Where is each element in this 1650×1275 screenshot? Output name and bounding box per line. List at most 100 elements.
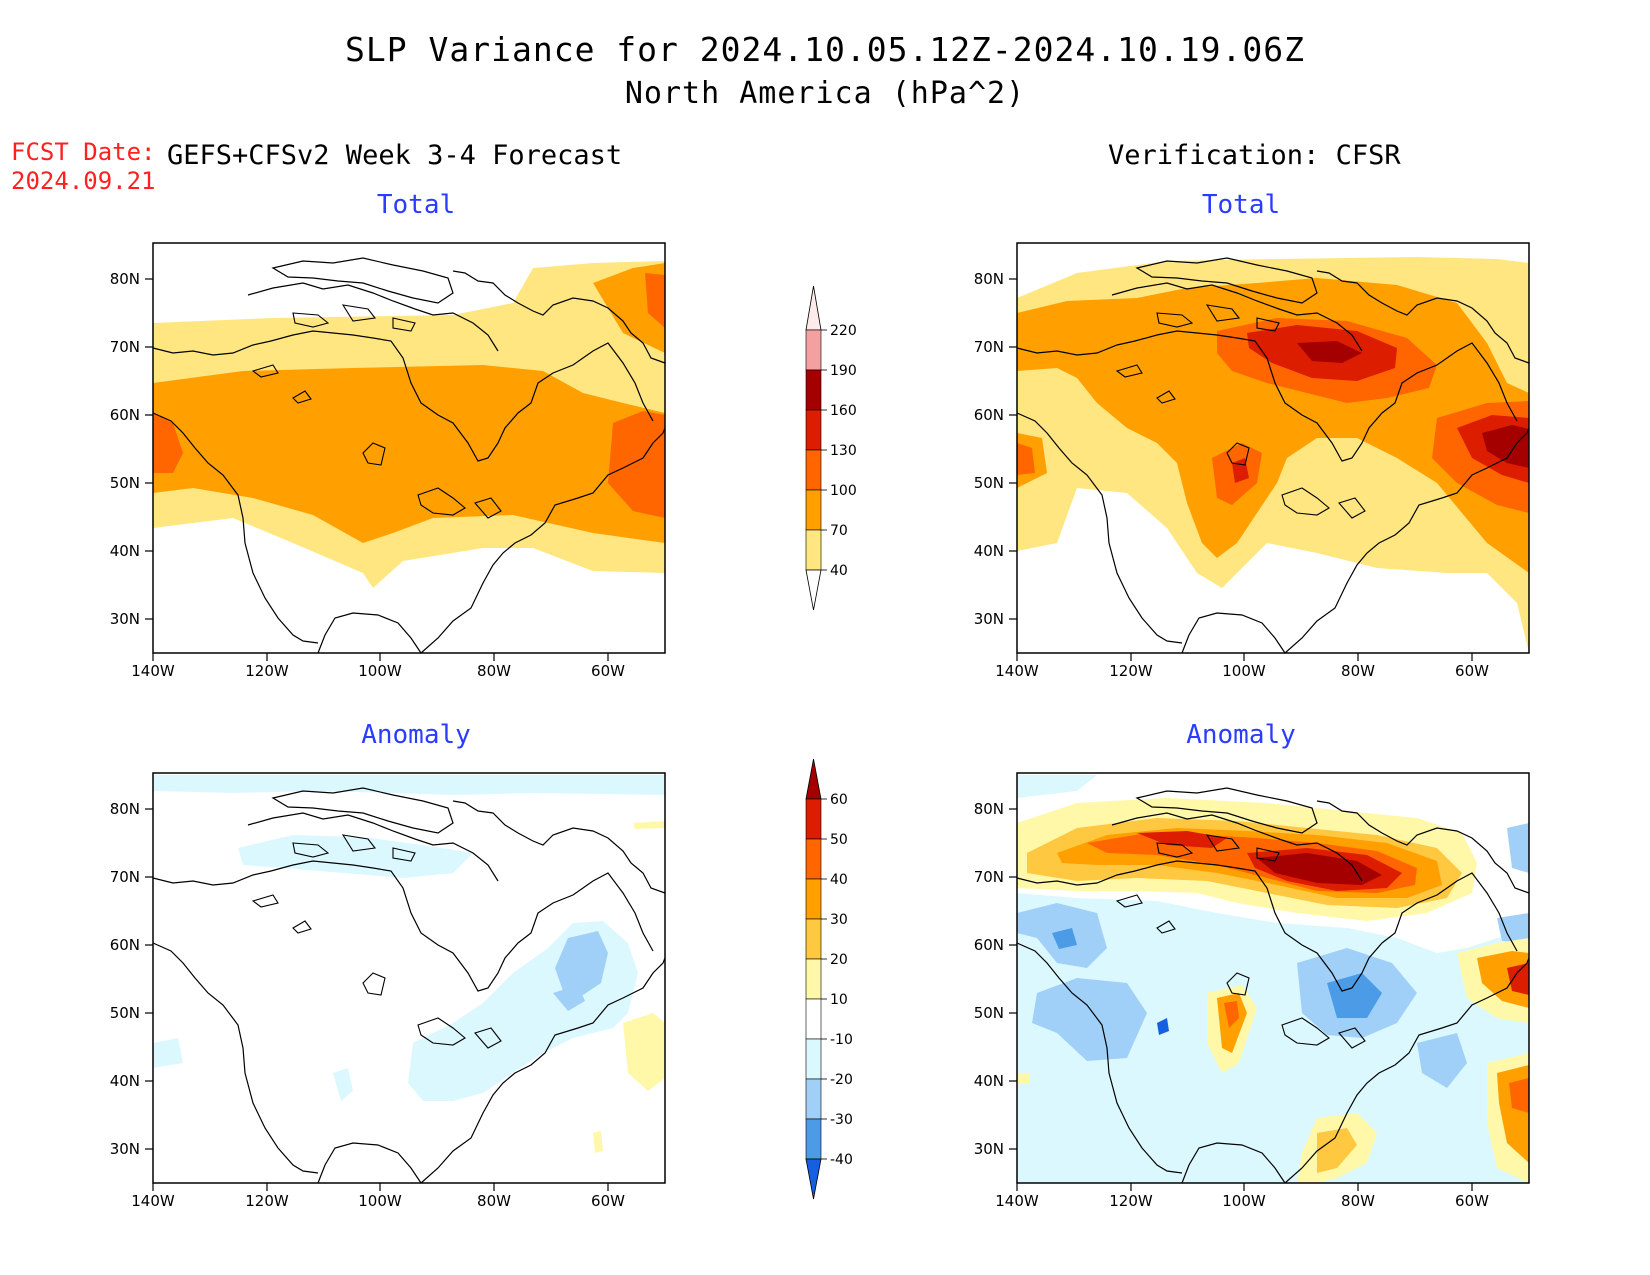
lon-label: 140W [995,662,1039,680]
colorbar-segment [805,998,822,1040]
colorbar-label: 220 [830,323,857,339]
panel-title-verification-anomaly: Anomaly [1186,720,1296,750]
x-axis-labels-bottom-left: 140W 120W 100W 80W 60W [131,1192,625,1210]
colorbar-label: 70 [830,523,848,539]
lon-label: 140W [131,662,175,680]
lat-label: 50N [110,474,140,492]
colorbar-top-arrow [805,285,822,331]
colorbar-segment [805,958,822,1000]
lat-label: 80N [974,270,1004,288]
map-verification-total [1008,242,1530,662]
colorbar-label: 190 [830,363,857,379]
colorbar-label: -10 [830,1032,853,1048]
lon-label: 120W [245,1192,289,1210]
map-forecast-anomaly [144,772,666,1192]
lat-label: 30N [974,1140,1004,1158]
colorbar-segment [805,329,822,371]
lat-label: 70N [974,338,1004,356]
lon-label: 80W [477,1192,511,1210]
colorbar-label: 40 [830,563,848,579]
colorbar-segment [805,489,822,531]
colorbar-label: -40 [830,1152,853,1168]
colorbar-label: 10 [830,992,848,1008]
fcst-date: FCST Date: 2024.09.21 [11,138,156,196]
lat-label: 60N [110,406,140,424]
lat-label: 80N [110,800,140,818]
y-axis-labels-right: 80N 70N 60N 50N 40N 30N 80N 70N 60N 50N … [974,270,1004,1158]
x-axis-labels-top-left: 140W 120W 100W 80W 60W [131,662,625,680]
colorbar-top-arrow [805,758,822,800]
colorbar-segment [805,529,822,571]
colorbar-total: 220 190 160 130 100 70 40 [805,285,857,611]
lat-label: 70N [110,868,140,886]
forecast-header: GEFS+CFSv2 Week 3-4 Forecast [167,140,623,171]
lon-label: 80W [477,662,511,680]
colorbar-label: 130 [830,443,857,459]
lon-label: 60W [1455,1192,1489,1210]
panel-title-verification-total: Total [1201,190,1281,220]
colorbar-segment [805,409,822,451]
colorbar-anomaly: 60 50 40 30 20 10 -10 -20 -30 -40 [805,758,853,1200]
lon-label: 100W [1222,1192,1266,1210]
lat-label: 30N [974,610,1004,628]
fcst-date-value: 2024.09.21 [11,167,156,195]
lat-label: 50N [974,474,1004,492]
colorbar-segment [805,1038,822,1080]
colorbar-bottom-arrow [805,1158,822,1200]
lon-label: 80W [1341,662,1375,680]
lon-label: 100W [358,662,402,680]
lat-label: 40N [110,542,140,560]
colorbar-segment [805,878,822,920]
colorbar-segment [805,798,822,840]
lat-label: 50N [110,1004,140,1022]
lat-label: 40N [974,542,1004,560]
lat-label: 60N [974,406,1004,424]
verification-header: Verification: CFSR [1108,140,1401,171]
lon-label: 120W [245,662,289,680]
colorbar-segment [805,1078,822,1120]
lat-label: 70N [974,868,1004,886]
map-verification-anomaly [1008,772,1530,1192]
lon-label: 60W [1455,662,1489,680]
lon-label: 100W [1222,662,1266,680]
colorbar-label: 40 [830,872,848,888]
lon-label: 140W [995,1192,1039,1210]
fcst-date-label: FCST Date: [11,138,156,166]
x-axis-labels-top-right: 140W 120W 100W 80W 60W [995,662,1489,680]
main-subtitle: North America (hPa^2) [624,76,1026,111]
colorbar-label: 60 [830,792,848,808]
lon-label: 60W [591,1192,625,1210]
colorbar-label: 50 [830,832,848,848]
panel-title-forecast-anomaly: Anomaly [361,720,471,750]
panel-title-forecast-total: Total [376,190,456,220]
colorbar-label: 160 [830,403,857,419]
lat-label: 40N [974,1072,1004,1090]
lat-label: 80N [110,270,140,288]
colorbar-segment [805,449,822,491]
lon-label: 140W [131,1192,175,1210]
lat-label: 80N [974,800,1004,818]
lon-label: 80W [1341,1192,1375,1210]
lat-label: 60N [974,936,1004,954]
lon-label: 100W [358,1192,402,1210]
lat-label: 40N [110,1072,140,1090]
lat-label: 30N [110,610,140,628]
colorbar-label: 20 [830,952,848,968]
lat-label: 30N [110,1140,140,1158]
colorbar-label: -20 [830,1072,853,1088]
colorbar-segment [805,918,822,960]
lat-label: 60N [110,936,140,954]
colorbar-label: -30 [830,1112,853,1128]
lon-label: 120W [1109,1192,1153,1210]
colorbar-segment [805,1118,822,1160]
colorbar-segment [805,838,822,880]
main-title: SLP Variance for 2024.10.05.12Z-2024.10.… [345,30,1305,69]
colorbar-label: 100 [830,483,857,499]
lat-label: 50N [974,1004,1004,1022]
x-axis-labels-bottom-right: 140W 120W 100W 80W 60W [995,1192,1489,1210]
map-forecast-total [144,242,666,662]
colorbar-bottom-arrow [805,569,822,611]
colorbar-label: 30 [830,912,848,928]
lon-label: 60W [591,662,625,680]
lon-label: 120W [1109,662,1153,680]
